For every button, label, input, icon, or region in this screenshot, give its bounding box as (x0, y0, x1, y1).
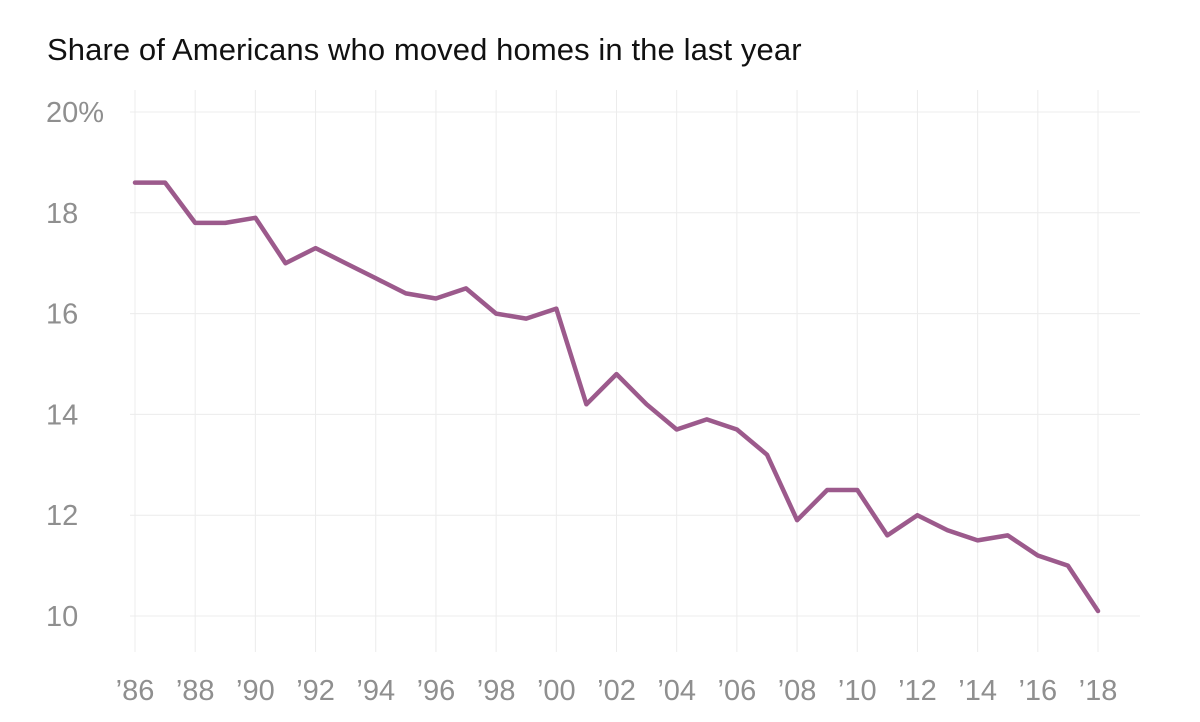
y-tick-label: 14 (46, 399, 78, 431)
x-tick-label: ’10 (838, 675, 877, 707)
data-point (373, 275, 379, 281)
x-tick-label: ’94 (356, 675, 395, 707)
data-point (824, 487, 830, 493)
data-point (132, 180, 138, 186)
x-tick-label: ’06 (718, 675, 757, 707)
data-point (463, 285, 469, 291)
data-point (282, 260, 288, 266)
x-tick-label: ’00 (537, 675, 576, 707)
x-tick-label: ’92 (296, 675, 335, 707)
data-point (854, 487, 860, 493)
y-tick-label: 20% (46, 97, 104, 129)
series-group (132, 180, 1101, 614)
data-point (222, 220, 228, 226)
x-tick-label: ’90 (236, 675, 275, 707)
data-point (192, 220, 198, 226)
data-point (523, 316, 529, 322)
data-point (674, 427, 680, 433)
data-point (343, 260, 349, 266)
y-axis-tick-labels: 20% 18 16 14 12 10 (46, 97, 104, 633)
data-point (1035, 553, 1041, 559)
x-tick-label: ’16 (1018, 675, 1057, 707)
y-tick-label: 18 (46, 198, 78, 230)
data-point (704, 416, 710, 422)
x-tick-label: ’02 (597, 675, 636, 707)
data-point (884, 532, 890, 538)
y-tick-label: 10 (46, 601, 78, 633)
x-tick-label: ’04 (657, 675, 696, 707)
x-tick-label: ’88 (176, 675, 215, 707)
data-point (313, 245, 319, 251)
data-point (975, 537, 981, 543)
data-point (252, 215, 258, 221)
data-point (1005, 532, 1011, 538)
x-axis-tick-labels: ’86 ’88 ’90 ’92 ’94 ’96 ’98 ’00 ’02 ’04 ’06 ’08 ’10 ’… (116, 675, 1118, 707)
data-point (493, 311, 499, 317)
x-tick-label: ’18 (1079, 675, 1118, 707)
x-tick-label: ’98 (477, 675, 516, 707)
data-point (403, 290, 409, 296)
y-tick-label: 16 (46, 299, 78, 331)
data-point (794, 517, 800, 523)
data-point (1065, 563, 1071, 569)
data-point (433, 295, 439, 301)
x-tick-label: ’12 (898, 675, 937, 707)
data-point (945, 527, 951, 533)
data-point (583, 401, 589, 407)
data-point (644, 401, 650, 407)
data-point (764, 452, 770, 458)
x-tick-label: ’14 (958, 675, 997, 707)
series-line (132, 180, 1101, 614)
y-tick-label: 12 (46, 500, 78, 532)
data-point (1095, 608, 1101, 614)
data-point (553, 306, 559, 312)
chart-title: Share of Americans who moved homes in th… (47, 32, 802, 67)
x-tick-label: ’96 (417, 675, 456, 707)
data-point (734, 427, 740, 433)
x-tick-label: ’08 (778, 675, 817, 707)
horizontal-gridlines (130, 111, 1140, 617)
data-point (914, 512, 920, 518)
vertical-gridlines (134, 90, 1099, 652)
x-tick-label: ’86 (116, 675, 155, 707)
data-point (614, 371, 620, 377)
data-point (162, 180, 168, 186)
